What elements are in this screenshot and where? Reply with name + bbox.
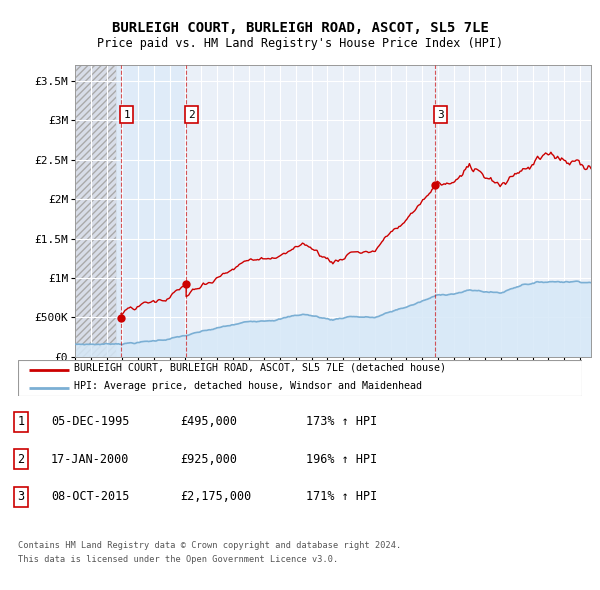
Bar: [75, 65, 116, 357]
Text: 2: 2: [17, 453, 25, 466]
Bar: [116, 65, 187, 357]
Text: 3: 3: [437, 110, 444, 120]
Text: 171% ↑ HPI: 171% ↑ HPI: [306, 490, 377, 503]
Text: 17-JAN-2000: 17-JAN-2000: [51, 453, 130, 466]
Text: 1: 1: [17, 415, 25, 428]
Text: 1: 1: [124, 110, 130, 120]
FancyBboxPatch shape: [18, 360, 582, 396]
Text: 08-OCT-2015: 08-OCT-2015: [51, 490, 130, 503]
Text: BURLEIGH COURT, BURLEIGH ROAD, ASCOT, SL5 7LE: BURLEIGH COURT, BURLEIGH ROAD, ASCOT, SL…: [112, 21, 488, 35]
Text: £495,000: £495,000: [180, 415, 237, 428]
Text: 196% ↑ HPI: 196% ↑ HPI: [306, 453, 377, 466]
Text: £2,175,000: £2,175,000: [180, 490, 251, 503]
Text: 173% ↑ HPI: 173% ↑ HPI: [306, 415, 377, 428]
Text: BURLEIGH COURT, BURLEIGH ROAD, ASCOT, SL5 7LE (detached house): BURLEIGH COURT, BURLEIGH ROAD, ASCOT, SL…: [74, 363, 446, 373]
Text: £925,000: £925,000: [180, 453, 237, 466]
Text: Contains HM Land Registry data © Crown copyright and database right 2024.: Contains HM Land Registry data © Crown c…: [18, 540, 401, 549]
Text: 05-DEC-1995: 05-DEC-1995: [51, 415, 130, 428]
Text: 2: 2: [188, 110, 195, 120]
Text: HPI: Average price, detached house, Windsor and Maidenhead: HPI: Average price, detached house, Wind…: [74, 381, 422, 391]
Text: Price paid vs. HM Land Registry's House Price Index (HPI): Price paid vs. HM Land Registry's House …: [97, 37, 503, 50]
Text: 3: 3: [17, 490, 25, 503]
Text: This data is licensed under the Open Government Licence v3.0.: This data is licensed under the Open Gov…: [18, 555, 338, 563]
